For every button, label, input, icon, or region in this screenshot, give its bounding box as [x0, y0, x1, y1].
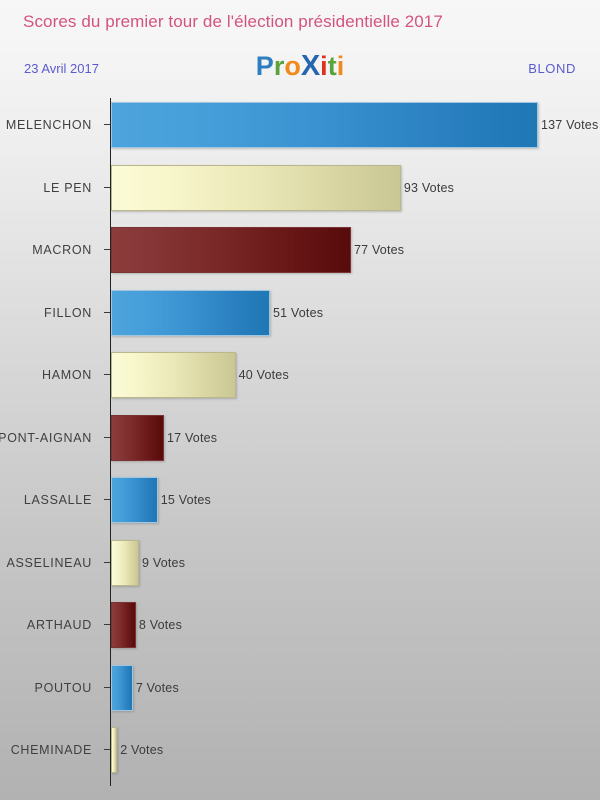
axis-tick [104, 124, 110, 125]
axis-tick [104, 561, 110, 563]
bar-cheminade[interactable] [111, 727, 118, 773]
bar-lassalle[interactable] [111, 477, 158, 523]
bar-row: DUPONT-AIGNAN 17 Votes [0, 414, 600, 461]
logo-letter-i-4: i [320, 51, 328, 81]
bar-poutou[interactable] [111, 664, 133, 711]
value-label: 15 Votes [160, 493, 212, 507]
page-title: Scores du premier tour de l'élection pré… [23, 12, 443, 31]
value-label: 7 Votes [135, 680, 179, 695]
bar-row: MELENCHON 137 Votes [0, 102, 600, 148]
axis-tick [104, 624, 110, 625]
value-label: 137 Votes [541, 118, 599, 132]
value-label: 2 Votes [120, 743, 164, 757]
bar-row: ASSELINEAU 9 Votes [0, 539, 600, 586]
axis-tick [104, 436, 110, 438]
bar-row: LE PEN 93 Votes [0, 164, 600, 211]
axis-tick [104, 249, 110, 250]
category-label: LASSALLE [23, 493, 92, 507]
bar-hamon[interactable] [111, 352, 236, 398]
category-label: CHEMINADE [10, 743, 92, 757]
date-label: 23 Avril 2017 [24, 61, 99, 76]
logo-letter-t-5: t [327, 51, 337, 81]
axis-tick [104, 749, 110, 750]
axis-tick [104, 186, 110, 188]
logo-letter-i-6: i [336, 51, 345, 81]
axis-tick [104, 686, 110, 688]
plot-area: MELENCHON 137 Votes LE PEN 93 Votes MACRON 77… [0, 92, 600, 792]
category-label: POUTOU [34, 680, 92, 695]
bar-row: POUTOU 7 Votes [0, 664, 600, 711]
bar-row: ARTHAUD 8 Votes [0, 602, 600, 648]
category-label: MELENCHON [5, 118, 92, 132]
value-label: 9 Votes [142, 555, 186, 570]
logo-letter-r-1: r [273, 51, 285, 81]
axis-tick [104, 374, 110, 375]
axis-tick [104, 499, 110, 500]
category-label: FILLON [44, 305, 92, 320]
category-label: MACRON [32, 243, 92, 257]
value-label: 93 Votes [403, 180, 455, 195]
bar-row: CHEMINADE 2 Votes [0, 727, 600, 773]
value-label: 8 Votes [138, 618, 183, 632]
category-label: HAMON [41, 368, 92, 382]
category-label: DUPONT-AIGNAN [0, 430, 92, 445]
subheader-bar: 23 Avril 2017 ProXiti BLOND [0, 52, 600, 84]
y-axis-line [110, 98, 111, 786]
logo-letter-x-3: X [300, 50, 321, 82]
value-label: 40 Votes [238, 368, 289, 382]
bar-macron[interactable] [111, 227, 351, 273]
category-label: ASSELINEAU [6, 555, 92, 570]
bar-le pen[interactable] [111, 164, 401, 211]
proxiti-logo[interactable]: ProXiti [256, 52, 344, 81]
bar-row: HAMON 40 Votes [0, 352, 600, 398]
region-label: BLOND [528, 61, 576, 76]
category-label: LE PEN [43, 180, 92, 195]
value-label: 77 Votes [353, 243, 405, 257]
axis-tick [104, 311, 110, 313]
bar-row: LASSALLE 15 Votes [0, 477, 600, 523]
bar-dupont-aignan[interactable] [111, 414, 164, 461]
logo-letter-p-0: P [255, 51, 274, 81]
bar-arthaud[interactable] [111, 602, 136, 648]
bar-fillon[interactable] [111, 289, 270, 336]
bar-row: MACRON 77 Votes [0, 227, 600, 273]
bar-asselineau[interactable] [111, 539, 140, 586]
bar-melenchon[interactable] [111, 102, 538, 148]
value-label: 51 Votes [272, 305, 324, 320]
logo-letter-o-2: o [284, 51, 301, 81]
value-label: 17 Votes [166, 430, 218, 445]
bar-row: FILLON 51 Votes [0, 289, 600, 336]
category-label: ARTHAUD [26, 618, 92, 632]
